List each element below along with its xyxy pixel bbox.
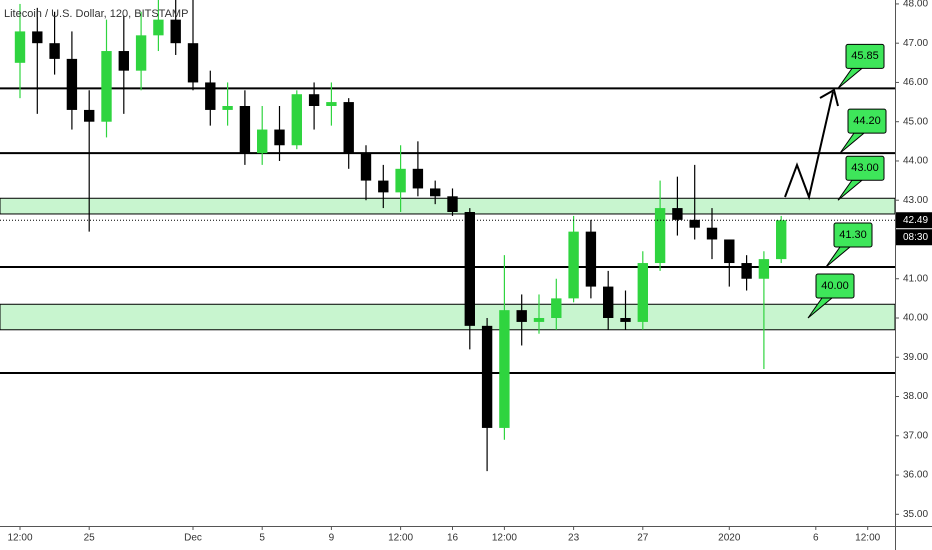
callout-label: 45.85 (851, 50, 879, 62)
x-tick-label: 23 (568, 533, 580, 544)
candle-body (758, 259, 770, 279)
candle-body (49, 43, 60, 59)
candle-body (118, 51, 129, 71)
candle-body (291, 94, 302, 146)
candle-body (170, 19, 181, 44)
callout-box (815, 273, 855, 299)
candle-body (257, 129, 268, 154)
y-tick-label: 37.00 (903, 430, 928, 441)
last-price-label: 42.49 (903, 215, 928, 226)
y-tick-label: 44.00 (903, 156, 928, 167)
x-tick-label: 5 (259, 533, 265, 544)
candle-body (603, 286, 614, 318)
callout-label: 44.20 (853, 115, 881, 127)
candle-body (706, 227, 718, 240)
candle-body (360, 153, 372, 181)
candle-body (430, 188, 441, 197)
y-tick-label: 48.00 (903, 0, 928, 10)
countdown-label: 08:30 (903, 232, 928, 243)
candle-body (741, 263, 752, 279)
candle-body (205, 82, 216, 110)
candle-body (637, 263, 648, 322)
candle-body (672, 208, 683, 220)
x-tick-label: 25 (84, 533, 96, 544)
y-tick-label: 35.00 (903, 509, 928, 520)
x-tick-label: 12:00 (492, 533, 517, 544)
x-tick-label: 12:00 (7, 533, 32, 544)
candle-body (533, 318, 545, 322)
candle-body (412, 168, 424, 189)
candle-body (222, 106, 233, 110)
candle-body (481, 325, 493, 428)
candle-body (620, 318, 631, 322)
y-tick-label: 36.00 (903, 470, 928, 481)
callout-label: 40.00 (821, 280, 849, 292)
candle-body (153, 19, 164, 36)
candle-body (308, 94, 320, 106)
y-tick-label: 41.00 (903, 273, 928, 284)
projection-arrowhead (819, 88, 839, 107)
y-tick-label: 40.00 (903, 313, 928, 324)
projection-path (784, 91, 834, 201)
callout-box (833, 222, 873, 248)
last-price-tag (896, 212, 932, 229)
x-tick-label: 12:00 (855, 533, 880, 544)
callout-label: 41.30 (839, 229, 867, 241)
x-tick-label: 16 (447, 533, 459, 544)
candle-body (101, 51, 112, 122)
x-tick-label: 6 (813, 533, 819, 544)
candle-body (499, 310, 510, 428)
callout-label: 43.00 (851, 162, 879, 174)
x-tick-label: 9 (329, 533, 335, 544)
x-tick-label: 12:00 (388, 533, 413, 544)
candle-body (447, 196, 458, 212)
zone (0, 303, 896, 331)
y-tick-label: 47.00 (903, 38, 928, 49)
chart-title: Litecoin / U.S. Dollar, 120, BITSTAMP (4, 8, 188, 20)
callout-box (847, 108, 887, 134)
candle-body (187, 43, 199, 83)
candle-body (464, 212, 475, 326)
candle-body (14, 31, 26, 63)
candle-body (326, 102, 337, 106)
candle-body (585, 231, 597, 287)
candle-body (568, 231, 579, 299)
y-tick-label: 46.00 (903, 77, 928, 88)
callout-box (845, 155, 885, 181)
candle-body (84, 109, 95, 122)
y-tick-label: 38.00 (903, 391, 928, 402)
x-tick-label: Dec (184, 533, 202, 544)
candle-body (724, 239, 735, 264)
y-tick-label: 45.00 (903, 116, 928, 127)
candle-body (378, 180, 389, 193)
countdown-tag (896, 229, 932, 246)
candle-body (66, 58, 78, 110)
candle-body (776, 220, 787, 260)
candle-body (135, 35, 147, 71)
candle-body (516, 310, 527, 322)
candle-body (274, 129, 285, 146)
candle-body (551, 298, 562, 318)
candle-body (32, 31, 43, 44)
x-tick-label: 27 (637, 533, 649, 544)
plot-area (0, 0, 896, 472)
y-tick-label: 39.00 (903, 352, 928, 363)
callout-box (845, 43, 885, 69)
x-tick-label: 2020 (718, 533, 741, 544)
candle-body (689, 219, 700, 228)
y-tick-label: 43.00 (903, 195, 928, 206)
candle-body (239, 106, 251, 154)
candle-body (654, 208, 666, 264)
candle-body (343, 102, 354, 154)
candle-body (395, 168, 406, 193)
